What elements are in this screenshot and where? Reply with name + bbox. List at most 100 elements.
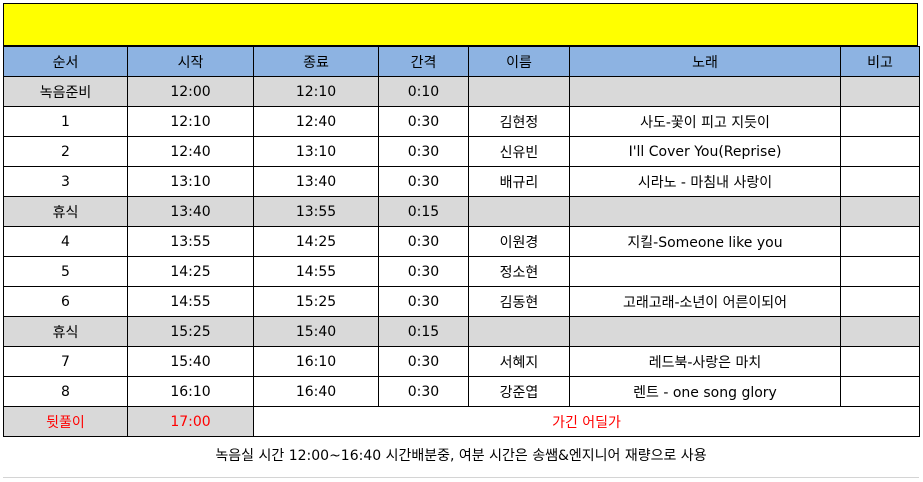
cell-name[interactable]: 이원경: [468, 226, 570, 257]
cell-order[interactable]: 4: [3, 226, 128, 257]
cell-gap[interactable]: 0:30: [378, 166, 469, 197]
cell-note[interactable]: [840, 286, 920, 317]
cell-name[interactable]: 신유빈: [468, 136, 570, 167]
cell-song[interactable]: 지킬-Someone like you: [569, 226, 841, 257]
cell-note[interactable]: [840, 256, 920, 287]
cell-order[interactable]: 6: [3, 286, 128, 317]
cell-gap[interactable]: 0:10: [378, 76, 469, 107]
cell-order[interactable]: 휴식: [3, 316, 128, 347]
cell-start[interactable]: 15:25: [127, 316, 254, 347]
table-row: 휴식 15:25 15:40 0:15: [3, 316, 920, 347]
cell-order[interactable]: 녹음준비: [3, 76, 128, 107]
header-song[interactable]: 노래: [569, 46, 841, 77]
cell-song[interactable]: [569, 76, 841, 107]
header-row: 순서 시작 종료 간격 이름 노래 비고: [3, 46, 920, 77]
final-order[interactable]: 뒷풀이: [3, 406, 128, 437]
cell-note[interactable]: [840, 346, 920, 377]
table-row: 8 16:10 16:40 0:30 강준엽 렌트 - one song glory: [3, 376, 920, 407]
cell-gap[interactable]: 0:30: [378, 346, 469, 377]
final-start[interactable]: 17:00: [127, 406, 254, 437]
cell-end[interactable]: 12:10: [253, 76, 379, 107]
cell-name[interactable]: 김동현: [468, 286, 570, 317]
cell-song[interactable]: 시라노 - 마침내 사랑이: [569, 166, 841, 197]
cell-song[interactable]: [569, 196, 841, 227]
cell-start[interactable]: 13:55: [127, 226, 254, 257]
cell-end[interactable]: 16:40: [253, 376, 379, 407]
cell-gap[interactable]: 0:30: [378, 226, 469, 257]
cell-order[interactable]: 3: [3, 166, 128, 197]
header-end[interactable]: 종료: [253, 46, 379, 77]
header-name[interactable]: 이름: [468, 46, 570, 77]
cell-start[interactable]: 13:10: [127, 166, 254, 197]
final-merged-text[interactable]: 가긴 어딜가: [253, 406, 920, 437]
header-start[interactable]: 시작: [127, 46, 254, 77]
cell-end[interactable]: 14:25: [253, 226, 379, 257]
final-row: 뒷풀이 17:00 가긴 어딜가: [3, 406, 920, 437]
table-row: 7 15:40 16:10 0:30 서혜지 레드북-사랑은 마치: [3, 346, 920, 377]
cell-gap[interactable]: 0:15: [378, 316, 469, 347]
cell-song[interactable]: 레드북-사랑은 마치: [569, 346, 841, 377]
header-gap[interactable]: 간격: [378, 46, 469, 77]
cell-end[interactable]: 16:10: [253, 346, 379, 377]
cell-song[interactable]: 고래고래-소년이 어른이되어: [569, 286, 841, 317]
cell-start[interactable]: 12:40: [127, 136, 254, 167]
table-row: 2 12:40 13:10 0:30 신유빈 I'll Cover You(Reprise…: [3, 136, 920, 167]
cell-order[interactable]: 휴식: [3, 196, 128, 227]
cell-end[interactable]: 13:10: [253, 136, 379, 167]
cell-start[interactable]: 14:55: [127, 286, 254, 317]
cell-order[interactable]: 2: [3, 136, 128, 167]
cell-start[interactable]: 13:40: [127, 196, 254, 227]
cell-name[interactable]: 정소현: [468, 256, 570, 287]
cell-note[interactable]: [840, 196, 920, 227]
cell-order[interactable]: 1: [3, 106, 128, 137]
cell-start[interactable]: 12:10: [127, 106, 254, 137]
cell-order[interactable]: 7: [3, 346, 128, 377]
cell-order[interactable]: 8: [3, 376, 128, 407]
cell-name[interactable]: 배규리: [468, 166, 570, 197]
cell-end[interactable]: 13:55: [253, 196, 379, 227]
cell-end[interactable]: 14:55: [253, 256, 379, 287]
cell-end[interactable]: 15:25: [253, 286, 379, 317]
cell-end[interactable]: 13:40: [253, 166, 379, 197]
header-note[interactable]: 비고: [840, 46, 920, 77]
cell-start[interactable]: 12:00: [127, 76, 254, 107]
title-banner[interactable]: [3, 3, 918, 46]
table-row: 3 13:10 13:40 0:30 배규리 시라노 - 마침내 사랑이: [3, 166, 920, 197]
cell-note[interactable]: [840, 226, 920, 257]
cell-name[interactable]: [468, 316, 570, 347]
schedule-table: 순서 시작 종료 간격 이름 노래 비고 녹음준비 12:00 12:10 0:10 1…: [3, 46, 920, 437]
cell-gap[interactable]: 0:30: [378, 106, 469, 137]
cell-song[interactable]: 렌트 - one song glory: [569, 376, 841, 407]
cell-end[interactable]: 12:40: [253, 106, 379, 137]
cell-gap[interactable]: 0:15: [378, 196, 469, 227]
table-row: 녹음준비 12:00 12:10 0:10: [3, 76, 920, 107]
cell-song[interactable]: 사도-꽃이 피고 지듯이: [569, 106, 841, 137]
cell-name[interactable]: 서혜지: [468, 346, 570, 377]
cell-order[interactable]: 5: [3, 256, 128, 287]
cell-note[interactable]: [840, 76, 920, 107]
header-order[interactable]: 순서: [3, 46, 128, 77]
cell-end[interactable]: 15:40: [253, 316, 379, 347]
cell-start[interactable]: 16:10: [127, 376, 254, 407]
cell-note[interactable]: [840, 136, 920, 167]
cell-note[interactable]: [840, 376, 920, 407]
cell-song[interactable]: [569, 256, 841, 287]
cell-note[interactable]: [840, 316, 920, 347]
cell-start[interactable]: 14:25: [127, 256, 254, 287]
footnote[interactable]: 녹음실 시간 12:00~16:40 시간배분중, 여분 시간은 송쌤&엔지니어…: [3, 437, 919, 478]
cell-name[interactable]: [468, 76, 570, 107]
cell-name[interactable]: [468, 196, 570, 227]
cell-song[interactable]: I'll Cover You(Reprise): [569, 136, 841, 167]
cell-gap[interactable]: 0:30: [378, 376, 469, 407]
cell-name[interactable]: 김현정: [468, 106, 570, 137]
table-row: 휴식 13:40 13:55 0:15: [3, 196, 920, 227]
cell-note[interactable]: [840, 106, 920, 137]
cell-name[interactable]: 강준엽: [468, 376, 570, 407]
cell-note[interactable]: [840, 166, 920, 197]
cell-gap[interactable]: 0:30: [378, 286, 469, 317]
cell-song[interactable]: [569, 316, 841, 347]
cell-gap[interactable]: 0:30: [378, 256, 469, 287]
cell-start[interactable]: 15:40: [127, 346, 254, 377]
cell-gap[interactable]: 0:30: [378, 136, 469, 167]
table-row: 1 12:10 12:40 0:30 김현정 사도-꽃이 피고 지듯이: [3, 106, 920, 137]
